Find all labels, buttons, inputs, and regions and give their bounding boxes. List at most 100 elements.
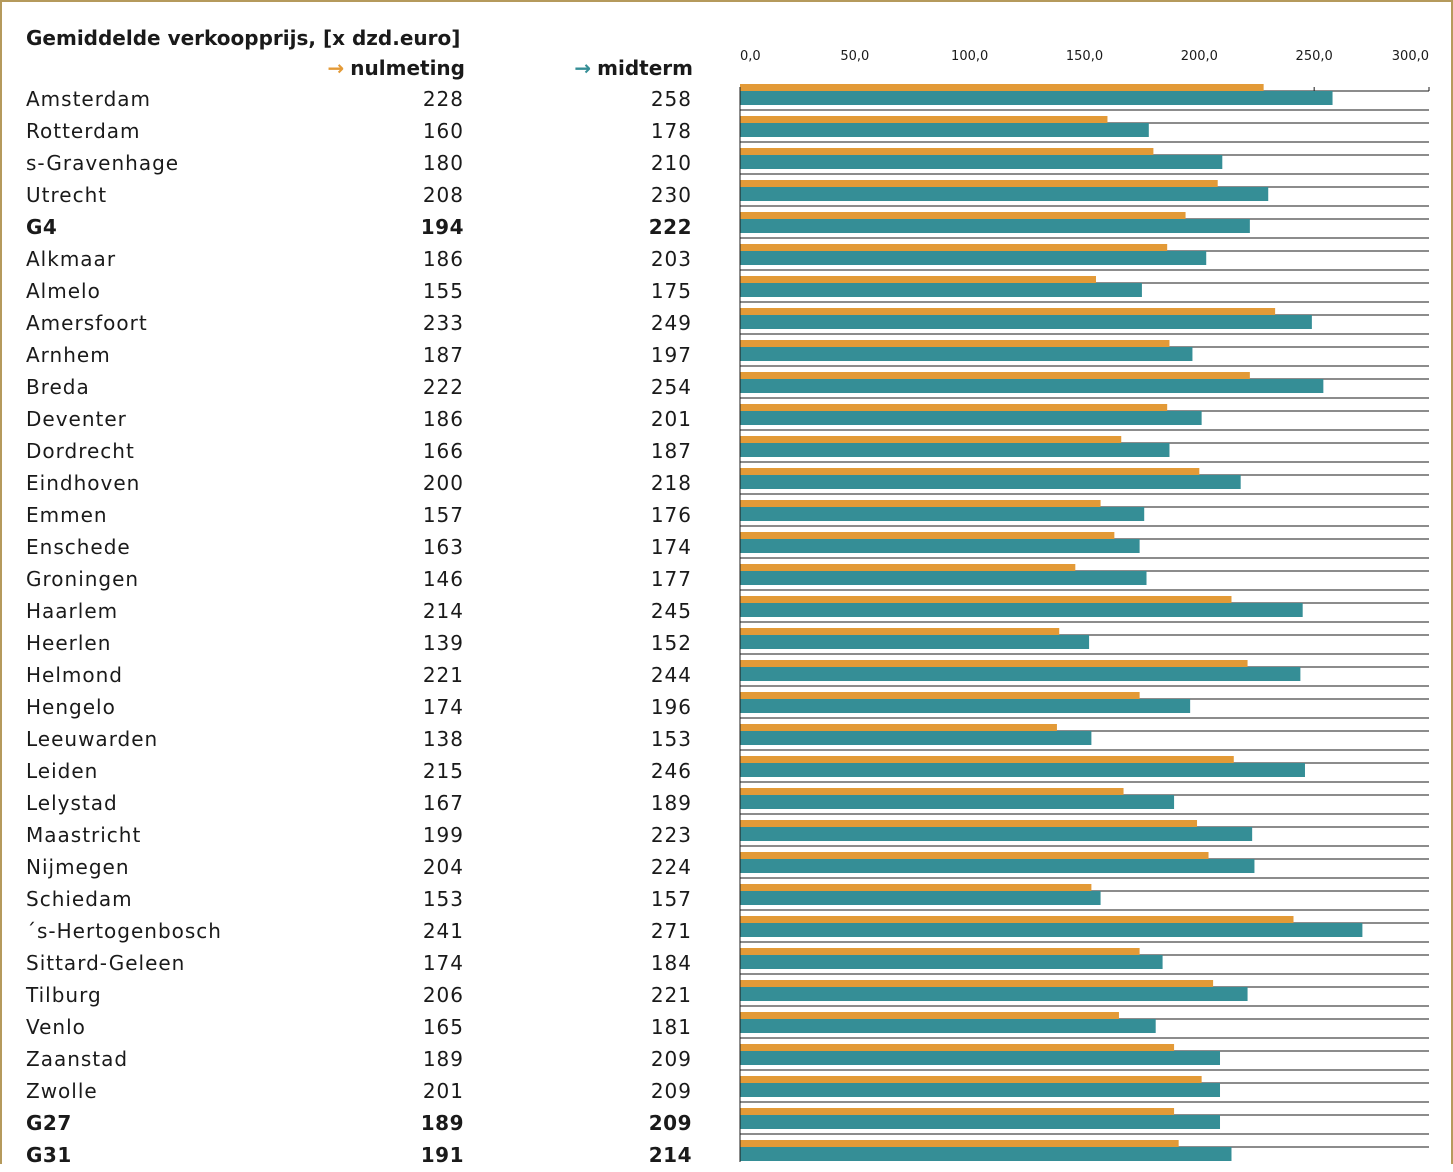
bar-nulmeting (740, 116, 1108, 123)
table-row: Almelo 155 175 (0, 276, 720, 308)
row-value-nulmeting: 167 (422, 791, 464, 815)
bar-nulmeting (740, 756, 1234, 763)
row-value-midterm: 196 (650, 695, 692, 719)
row-name: s-Gravenhage (26, 151, 180, 175)
table-row: Helmond 221 244 (0, 660, 720, 692)
table-row: Deventer 186 201 (0, 404, 720, 436)
row-value-nulmeting: 155 (422, 279, 464, 303)
bar-nulmeting (740, 628, 1060, 635)
bar-midterm (740, 763, 1305, 777)
row-value-nulmeting: 201 (422, 1079, 464, 1103)
row-value-nulmeting: 204 (422, 855, 464, 879)
row-name: Amsterdam (26, 87, 152, 111)
row-value-midterm: 210 (650, 151, 692, 175)
bar-midterm (740, 923, 1363, 937)
bar-midterm (740, 1115, 1221, 1129)
row-name: Amersfoort (26, 311, 148, 335)
row-value-nulmeting: 200 (422, 471, 464, 495)
chart-title: Gemiddelde verkoopprijs, [x dzd.euro] (26, 26, 461, 50)
bar-nulmeting (740, 244, 1168, 251)
bar-midterm (740, 571, 1147, 585)
table-row: Arnhem 187 197 (0, 340, 720, 372)
row-value-midterm: 249 (650, 311, 692, 335)
bar-nulmeting (740, 724, 1057, 731)
bar-midterm (740, 859, 1255, 873)
bar-midterm (740, 1019, 1156, 1033)
row-value-nulmeting: 233 (422, 311, 464, 335)
row-name: Nijmegen (26, 855, 130, 879)
row-name: Eindhoven (26, 471, 141, 495)
row-value-midterm: 203 (650, 247, 692, 271)
bar-midterm (740, 187, 1269, 201)
row-value-midterm: 218 (650, 471, 692, 495)
row-value-midterm: 246 (650, 759, 692, 783)
arrow-right-icon: → (327, 56, 345, 80)
bar-nulmeting (740, 404, 1168, 411)
row-value-midterm: 245 (650, 599, 692, 623)
row-name: Haarlem (26, 599, 119, 623)
row-name: G27 (26, 1111, 72, 1135)
bar-nulmeting (740, 948, 1140, 955)
table-row: Alkmaar 186 203 (0, 244, 720, 276)
row-value-midterm: 157 (650, 887, 692, 911)
row-name: Schiedam (26, 887, 133, 911)
table-row: Lelystad 167 189 (0, 788, 720, 820)
bar-midterm (740, 411, 1202, 425)
table-row: Dordrecht 166 187 (0, 436, 720, 468)
bar-midterm (740, 251, 1207, 265)
bar-nulmeting (740, 212, 1186, 219)
table-row: Tilburg 206 221 (0, 980, 720, 1012)
row-name: Dordrecht (26, 439, 135, 463)
row-value-midterm: 224 (650, 855, 692, 879)
bar-midterm (740, 539, 1140, 553)
table-row: G27 189 209 (0, 1108, 720, 1140)
bar-midterm (740, 123, 1149, 137)
row-value-nulmeting: 189 (422, 1047, 464, 1071)
row-value-nulmeting: 160 (422, 119, 464, 143)
bar-midterm (740, 731, 1092, 745)
row-value-nulmeting: 241 (422, 919, 464, 943)
row-value-nulmeting: 174 (422, 695, 464, 719)
legend-nulmeting: → nulmeting (328, 56, 465, 80)
row-name: ´s-Hertogenbosch (26, 919, 222, 943)
row-name: Lelystad (26, 791, 118, 815)
table-row: Heerlen 139 152 (0, 628, 720, 660)
row-value-midterm: 221 (650, 983, 692, 1007)
bar-midterm (740, 219, 1250, 233)
bar-nulmeting (740, 788, 1124, 795)
table-row: Amersfoort 233 249 (0, 308, 720, 340)
table-row: Rotterdam 160 178 (0, 116, 720, 148)
row-value-nulmeting: 186 (422, 407, 464, 431)
table-row: Eindhoven 200 218 (0, 468, 720, 500)
table-row: Zwolle 201 209 (0, 1076, 720, 1108)
bar-nulmeting (740, 276, 1096, 283)
row-name: Almelo (26, 279, 101, 303)
table-row: s-Gravenhage 180 210 (0, 148, 720, 180)
bar-midterm (740, 507, 1145, 521)
bar-midterm (740, 1083, 1221, 1097)
row-value-nulmeting: 180 (422, 151, 464, 175)
bar-nulmeting (740, 852, 1209, 859)
bar-midterm (740, 283, 1142, 297)
table-row: Schiedam 153 157 (0, 884, 720, 916)
table-row: Hengelo 174 196 (0, 692, 720, 724)
row-name: Sittard-Geleen (26, 951, 186, 975)
legend-midterm-label: midterm (597, 56, 693, 80)
table-row: Leeuwarden 138 153 (0, 724, 720, 756)
row-value-midterm: 177 (650, 567, 692, 591)
row-value-midterm: 209 (650, 1079, 692, 1103)
row-value-nulmeting: 215 (422, 759, 464, 783)
legend-midterm: → midterm (574, 56, 693, 80)
bar-nulmeting (740, 500, 1101, 507)
bar-midterm (740, 827, 1253, 841)
bar-midterm (740, 1147, 1232, 1161)
row-value-midterm: 189 (650, 791, 692, 815)
row-value-midterm: 184 (650, 951, 692, 975)
bar-midterm (740, 987, 1248, 1001)
row-name: Emmen (26, 503, 108, 527)
table-row: G4 194 222 (0, 212, 720, 244)
bar-nulmeting (740, 564, 1076, 571)
row-name: Deventer (26, 407, 127, 431)
bar-midterm (740, 699, 1191, 713)
table-row: Amsterdam 228 258 (0, 84, 720, 116)
